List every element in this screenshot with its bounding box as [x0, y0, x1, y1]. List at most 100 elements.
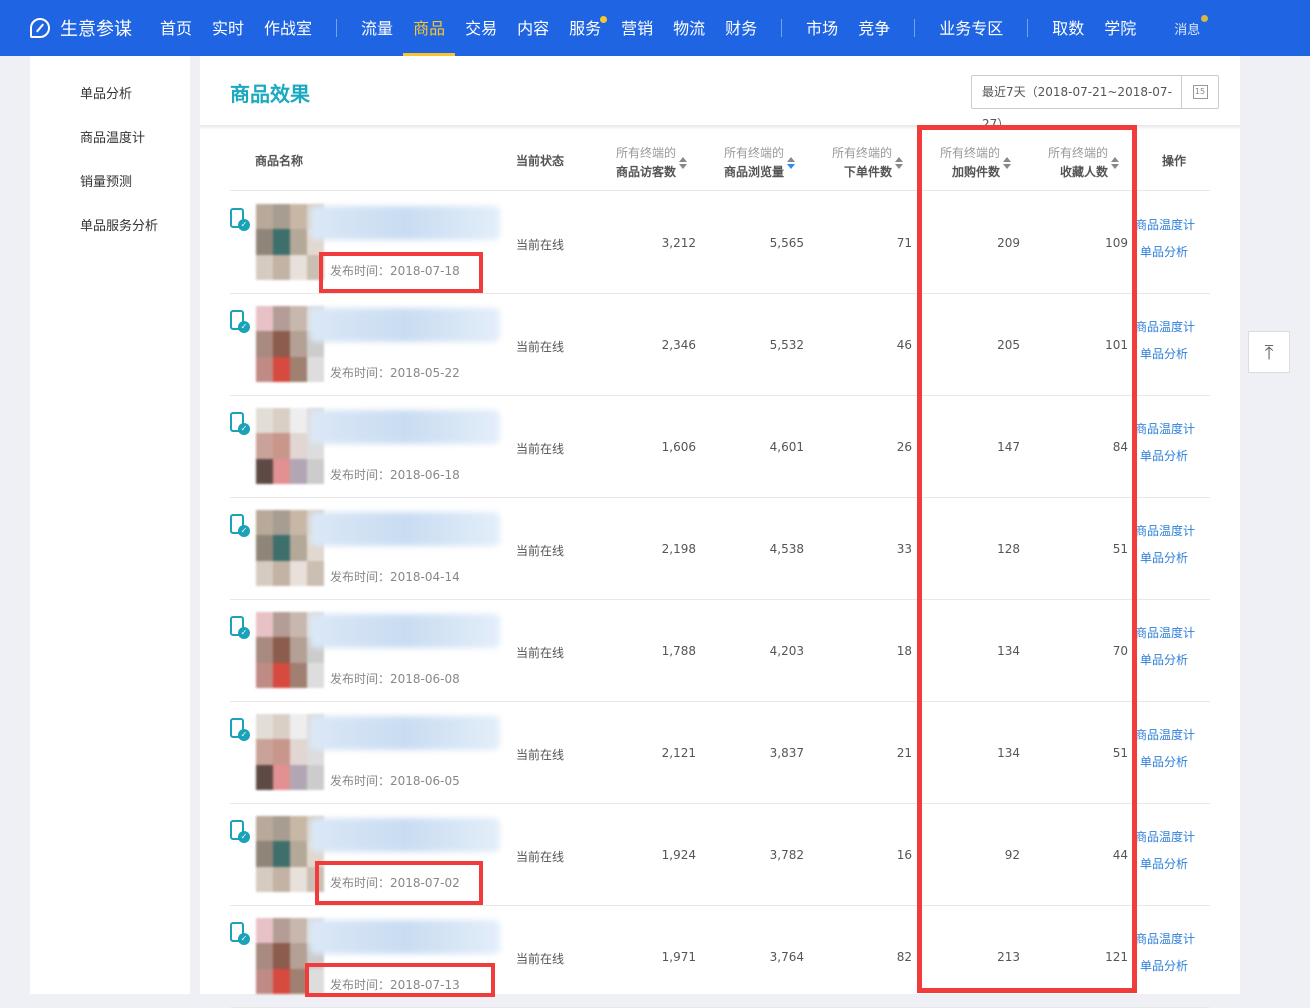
product-title-blurred[interactable]: [310, 206, 500, 240]
single-analysis-link[interactable]: 单品分析: [1140, 551, 1189, 565]
nav-separator: [781, 19, 783, 37]
nav-item[interactable]: 财务: [725, 19, 758, 38]
product-title-blurred[interactable]: [310, 410, 500, 444]
nav-item[interactable]: 交易: [465, 19, 498, 38]
single-analysis-link[interactable]: 单品分析: [1140, 755, 1189, 769]
cell-views: 3,837: [769, 746, 804, 760]
sort-icon[interactable]: [787, 157, 795, 169]
nav-item[interactable]: 首页: [160, 19, 193, 38]
table-row: 发布时间：2018-04-14 当前在线 2,198 4,538 33 128 51 商品温度…: [230, 498, 1210, 600]
nav-item[interactable]: 营销: [621, 19, 654, 38]
product-thumbnail[interactable]: [256, 816, 324, 892]
header-cart[interactable]: 所有终端的 加购件数: [897, 144, 1011, 182]
nav-item[interactable]: 市场: [806, 19, 839, 38]
back-to-top-button[interactable]: ⤒: [1248, 331, 1290, 373]
nav-item[interactable]: 取数: [1052, 19, 1085, 38]
cell-cart: 147: [997, 440, 1020, 454]
single-analysis-link[interactable]: 单品分析: [1140, 959, 1189, 973]
sidebar-item-service-analysis[interactable]: 单品服务分析: [80, 219, 159, 234]
cell-fav: 51: [1112, 746, 1128, 760]
thermometer-link[interactable]: 商品温度计: [1135, 524, 1196, 538]
header-prefix: 所有终端的: [615, 146, 676, 160]
cell-views: 3,782: [769, 848, 804, 862]
publish-time: 发布时间：2018-05-22: [330, 366, 460, 380]
sidebar-item-thermometer[interactable]: 商品温度计: [80, 131, 146, 146]
nav-item[interactable]: 流量: [361, 19, 394, 38]
nav-item[interactable]: 内容: [517, 19, 550, 38]
mobile-icon: [230, 310, 250, 333]
thermometer-link[interactable]: 商品温度计: [1135, 320, 1196, 334]
nav-item[interactable]: 业务专区: [939, 19, 1004, 38]
sort-icon[interactable]: [1003, 157, 1011, 169]
main-panel: 商品效果 最近7天（2018-07-21~2018-07-27） 15 商品名称…: [200, 56, 1240, 1008]
sidebar-item-sales-forecast[interactable]: 销量预测: [80, 175, 133, 190]
calendar-button[interactable]: 15: [1181, 76, 1218, 108]
header-fav[interactable]: 所有终端的 收藏人数: [1005, 144, 1119, 182]
single-analysis-link[interactable]: 单品分析: [1140, 347, 1189, 361]
cell-visitors: 2,346: [661, 338, 696, 352]
thermometer-link[interactable]: 商品温度计: [1135, 728, 1196, 742]
cell-visitors: 2,198: [661, 542, 696, 556]
mobile-icon: [230, 514, 250, 537]
top-nav: 生意参谋 首页 实时 作战室 流量 商品 交易 内容 服务 营销 物流 财务 市场 竞争 业务专区 取数 学院…: [0, 0, 1310, 56]
publish-time: 发布时间：2018-04-14: [330, 570, 460, 584]
brand-logo[interactable]: 生意参谋: [30, 15, 132, 41]
header-visitors[interactable]: 所有终端的 商品访客数: [573, 144, 687, 182]
thermometer-link[interactable]: 商品温度计: [1135, 422, 1196, 436]
thermometer-link[interactable]: 商品温度计: [1135, 626, 1196, 640]
header-views[interactable]: 所有终端的商品浏览量: [681, 144, 795, 182]
header-label: 商品浏览量: [723, 165, 784, 179]
thermometer-link[interactable]: 商品温度计: [1135, 932, 1196, 946]
product-title-blurred[interactable]: [310, 614, 500, 648]
date-range-picker[interactable]: 最近7天（2018-07-21~2018-07-27） 15: [971, 75, 1219, 131]
nav-item[interactable]: 作战室: [264, 19, 313, 38]
header-orders[interactable]: 所有终端的 下单件数: [789, 144, 903, 182]
date-range-value: 最近7天（2018-07-21~2018-07-27）: [982, 85, 1172, 131]
header-name: 商品名称: [255, 154, 304, 168]
cell-fav: 44: [1112, 848, 1128, 862]
table-row: 发布时间：2018-05-22 当前在线 2,346 5,532 46 205 101 商品温…: [230, 294, 1210, 396]
header-prefix: 所有终端的: [723, 146, 784, 160]
arrow-up-icon: ⤒: [1264, 340, 1274, 364]
header-label: 收藏人数: [1059, 165, 1108, 179]
sort-icon[interactable]: [1111, 157, 1119, 169]
cell-fav: 70: [1112, 644, 1128, 658]
status: 当前在线: [516, 952, 565, 966]
product-thumbnail[interactable]: [256, 408, 324, 484]
cell-visitors: 3,212: [661, 236, 696, 250]
single-analysis-link[interactable]: 单品分析: [1140, 245, 1189, 259]
product-title-blurred[interactable]: [310, 512, 500, 546]
cell-orders: 82: [896, 950, 912, 964]
header-label: 下单件数: [843, 165, 892, 179]
single-analysis-link[interactable]: 单品分析: [1140, 857, 1189, 871]
cell-fav: 101: [1105, 338, 1128, 352]
nav-separator: [914, 19, 916, 37]
table-row: 发布时间：2018-07-13 当前在线 1,971 3,764 82 213 121 商品温…: [230, 906, 1210, 1008]
single-analysis-link[interactable]: 单品分析: [1140, 653, 1189, 667]
nav-item[interactable]: 学院: [1104, 19, 1137, 38]
nav-item[interactable]: 竞争: [858, 19, 891, 38]
product-title-blurred[interactable]: [310, 920, 500, 954]
thermometer-link[interactable]: 商品温度计: [1135, 218, 1196, 232]
status: 当前在线: [516, 646, 565, 660]
messages-button[interactable]: 消息: [1174, 14, 1209, 38]
product-thumbnail[interactable]: [256, 714, 324, 790]
sort-icon[interactable]: [895, 157, 903, 169]
product-title-blurred[interactable]: [310, 716, 500, 750]
sidebar-item-single-analysis[interactable]: 单品分析: [80, 87, 133, 102]
sort-icon[interactable]: [679, 157, 687, 169]
nav-item[interactable]: 服务: [567, 0, 608, 56]
nav-item[interactable]: 商品: [403, 0, 456, 56]
publish-time: 发布时间：2018-07-02: [330, 876, 460, 890]
thermometer-link[interactable]: 商品温度计: [1135, 830, 1196, 844]
cell-fav: 84: [1112, 440, 1128, 454]
single-analysis-link[interactable]: 单品分析: [1140, 449, 1189, 463]
product-title-blurred[interactable]: [310, 308, 500, 342]
cell-cart: 209: [997, 236, 1020, 250]
status: 当前在线: [516, 340, 565, 354]
mobile-icon: [230, 820, 250, 843]
product-title-blurred[interactable]: [310, 818, 500, 852]
nav-separator: [336, 19, 338, 37]
nav-item[interactable]: 物流: [673, 19, 706, 38]
nav-item[interactable]: 实时: [212, 19, 245, 38]
